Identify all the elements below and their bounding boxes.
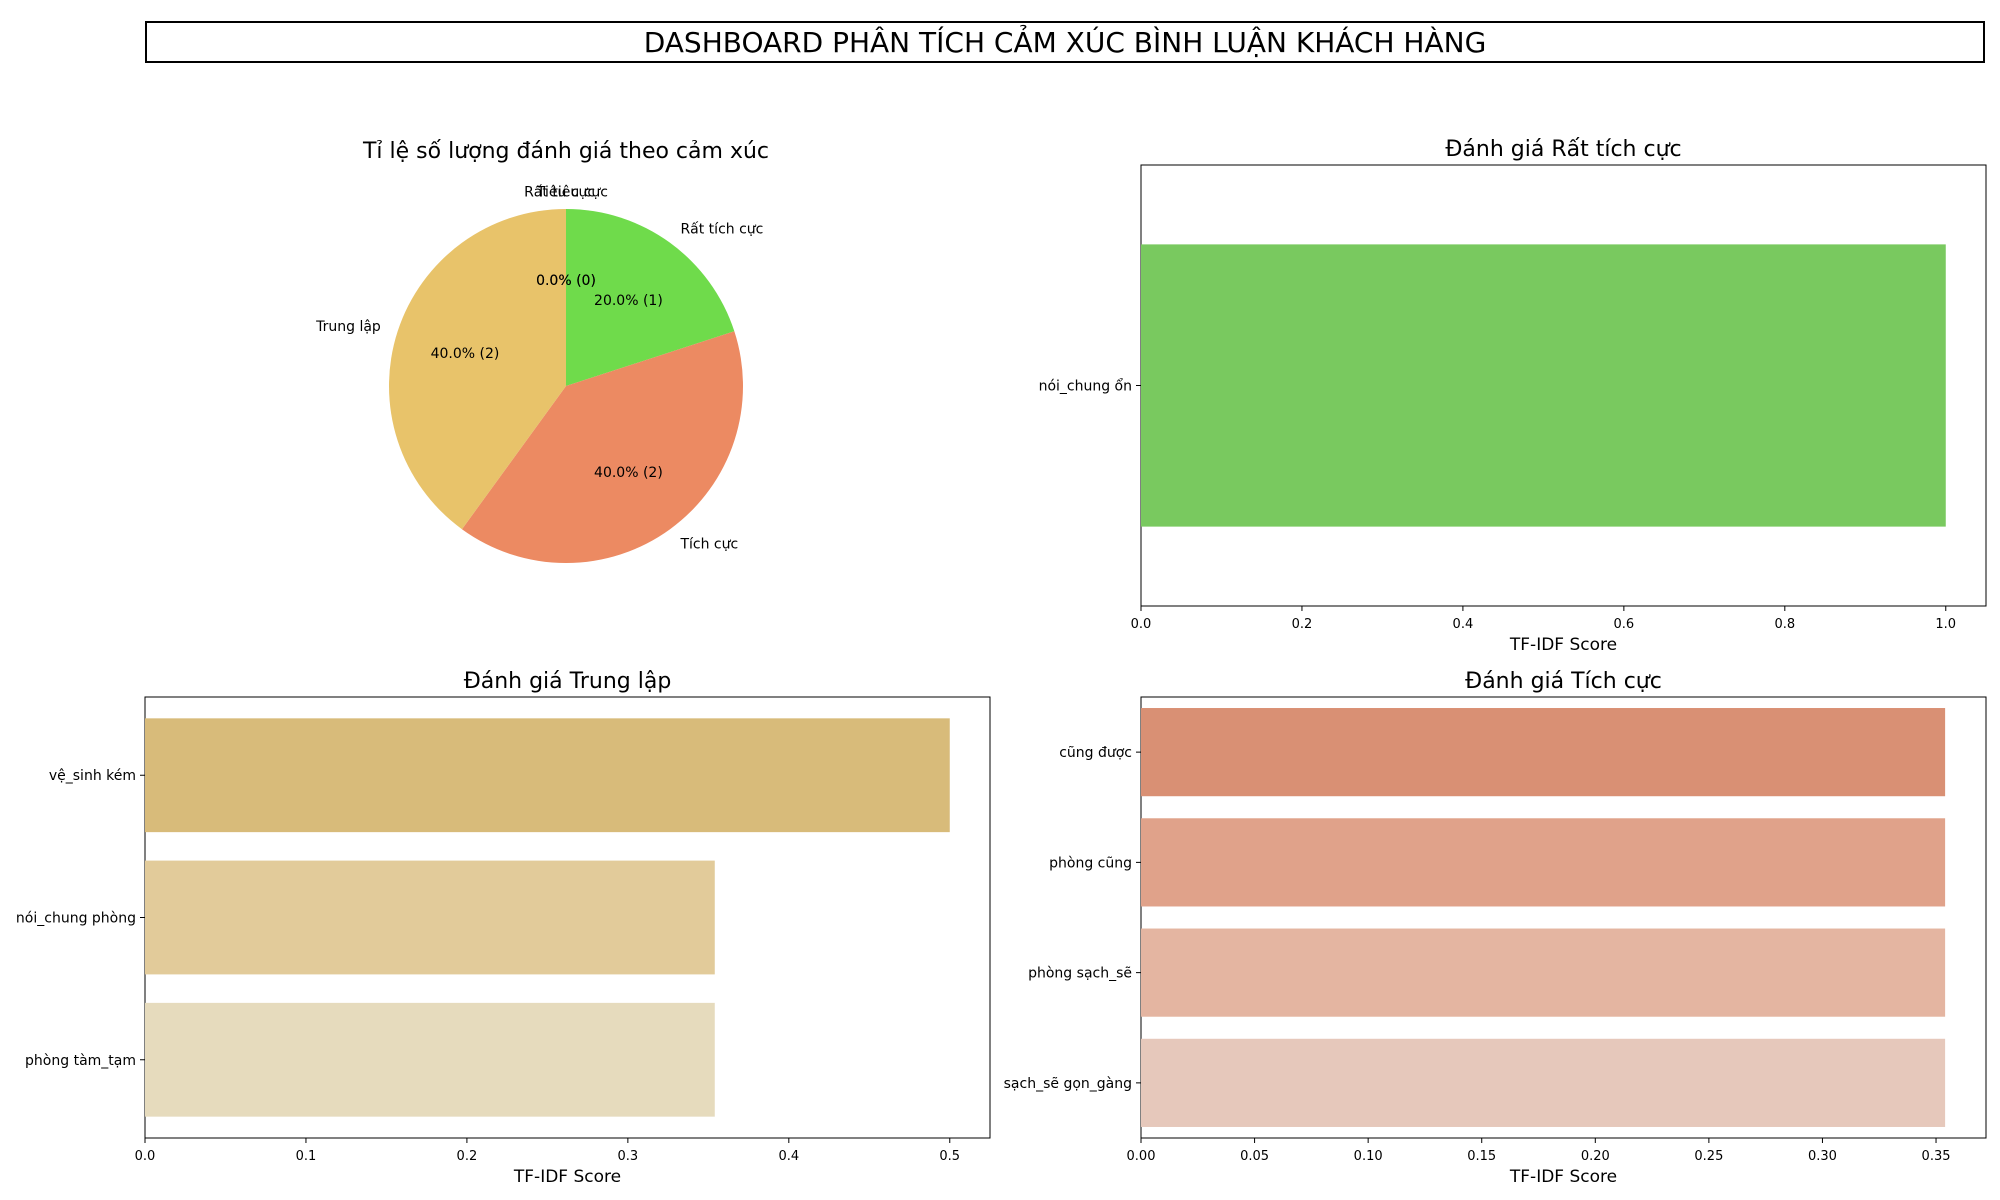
pie-value-label: 40.0% (2) (594, 465, 663, 481)
pie-slice (461, 331, 743, 563)
x-axis-label: TF-IDF Score (1509, 1167, 1617, 1187)
x-tick-label: 0.00 (1127, 1149, 1156, 1164)
x-tick-label: 0.20 (1581, 1149, 1610, 1164)
chart-title: Đánh giá Rất tích cực (1445, 137, 1681, 162)
x-tick-label: 0.0 (1131, 617, 1152, 632)
plot-frame (1140, 696, 1987, 1139)
pie-title: Tỉ lệ số lượng đánh giá theo cảm xúc (362, 139, 769, 164)
y-tick-label: sạch_sẽ gọn_gàng (1004, 1076, 1132, 1092)
bar (145, 718, 950, 833)
x-tick-label: 0.1 (296, 1149, 317, 1164)
pie-slice (566, 209, 735, 386)
x-axis-label: TF-IDF Score (1509, 635, 1617, 655)
bar (1141, 818, 1946, 907)
x-tick-label: 0.10 (1354, 1149, 1383, 1164)
x-tick-label: 0.15 (1467, 1149, 1496, 1164)
y-tick-label: cũng được (1059, 745, 1132, 761)
x-tick-label: 0.2 (1292, 617, 1313, 632)
y-tick-label: phòng tàm_tạm (25, 1053, 136, 1069)
bar (145, 860, 715, 975)
x-tick-label: 1.0 (1935, 617, 1956, 632)
x-tick-label: 0.0 (135, 1149, 156, 1164)
bar (1141, 244, 1946, 527)
x-tick-label: 0.05 (1240, 1149, 1269, 1164)
x-tick-label: 0.3 (618, 1149, 639, 1164)
y-tick-label: phòng sạch_sẽ (1028, 966, 1132, 982)
pie-label: Tiêu cực (536, 184, 595, 200)
y-tick-label: nói_chung ổn (1039, 378, 1132, 395)
x-tick-label: 0.2 (457, 1149, 478, 1164)
chart-title: Đánh giá Tích cực (1465, 669, 1662, 694)
x-tick-label: 0.25 (1694, 1149, 1723, 1164)
chart-title: Đánh giá Trung lập (464, 669, 672, 694)
x-tick-label: 0.35 (1922, 1149, 1951, 1164)
y-tick-label: vệ_sinh kém (49, 768, 136, 784)
pie-value-label: 40.0% (2) (431, 346, 500, 362)
x-axis-label: TF-IDF Score (513, 1167, 621, 1187)
pie-slice (389, 209, 566, 530)
x-tick-label: 0.5 (939, 1149, 960, 1164)
y-tick-label: nói_chung phòng (16, 911, 136, 927)
x-tick-label: 0.4 (1453, 617, 1474, 632)
pie-label: Rất tiêu cực (524, 184, 608, 200)
pie-value-label: 20.0% (1) (594, 293, 663, 309)
bar (1141, 708, 1946, 797)
x-tick-label: 0.6 (1614, 617, 1635, 632)
bar (1141, 1038, 1946, 1127)
pie-value-label: 0.0% (0) (536, 273, 596, 289)
y-tick-label: phòng cũng (1049, 855, 1132, 871)
bar (145, 1002, 715, 1117)
x-tick-label: 0.4 (778, 1149, 799, 1164)
pie-label: Tích cực (679, 537, 738, 553)
pie-label: Trung lập (315, 319, 381, 335)
pie-label: Rất tích cực (680, 221, 763, 237)
x-tick-label: 0.8 (1774, 617, 1795, 632)
bar (1141, 928, 1946, 1017)
dashboard-title: DASHBOARD PHÂN TÍCH CẢM XÚC BÌNH LUẬN KH… (145, 21, 1985, 63)
x-tick-label: 0.30 (1808, 1149, 1837, 1164)
pie-value-label: 0.0% (0) (536, 273, 596, 289)
